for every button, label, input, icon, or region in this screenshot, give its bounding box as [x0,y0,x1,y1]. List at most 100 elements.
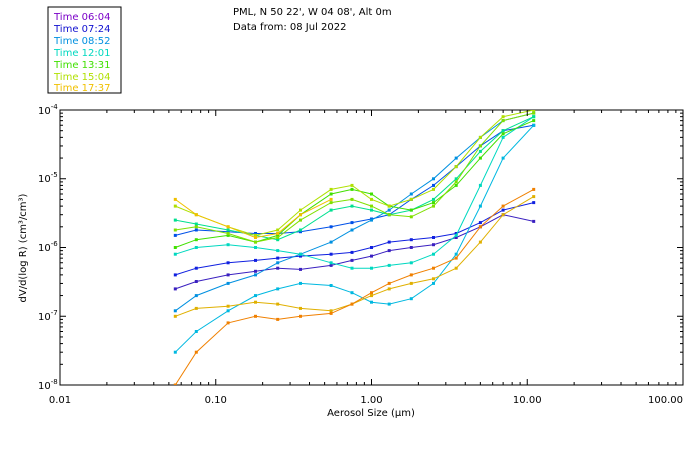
data-point [350,183,354,187]
data-point [501,204,505,208]
data-point [432,252,435,256]
data-point [454,233,458,237]
legend-item: Time 08:52 [53,36,110,47]
series-line [175,110,534,236]
data-point [173,273,177,277]
y-tick-label: 10-7 [38,309,58,323]
data-point [194,246,198,249]
data-point [350,250,354,254]
data-point [409,246,413,249]
legend-item: Time 06:04 [53,12,110,23]
y-tick-label: 10-6 [38,240,58,254]
data-point [350,197,354,201]
data-point [276,228,280,232]
data-point [478,156,482,160]
data-point [226,273,230,277]
data-point [254,246,257,249]
data-point [350,187,354,191]
data-point [194,294,198,298]
data-point [432,197,435,201]
data-point [532,123,536,127]
legend-item: Time 17:37 [53,83,110,94]
data-point [254,273,257,277]
data-point [226,261,230,265]
data-point [478,225,482,229]
data-point [254,314,257,318]
data-point [501,129,505,133]
x-tick-label: 0.10 [205,395,227,406]
data-point [194,238,198,242]
data-point [194,306,198,310]
data-point [254,294,257,298]
data-point [409,281,413,285]
data-point [254,233,257,237]
data-point [194,266,198,270]
series-0724 [173,201,536,277]
data-point [409,208,413,212]
data-point [454,236,458,239]
data-point [432,277,435,281]
legend-item: Time 12:01 [53,48,110,59]
series-1030 [173,123,536,354]
data-point [173,350,177,354]
data-point [254,240,257,244]
data-point [409,215,413,219]
data-point [194,222,198,226]
data-point [532,115,536,119]
chart-subtitle: Data from: 08 Jul 2022 [233,22,346,33]
data-point [299,230,302,234]
data-point [276,317,280,321]
data-point [370,208,373,212]
data-point [370,294,373,298]
data-point [226,233,230,237]
x-tick-label: 0.01 [49,395,71,406]
tick-layer [59,109,684,386]
data-point [173,314,177,318]
data-point [194,225,198,229]
chart-title: PML, N 50 22', W 04 08', Alt 0m [233,7,392,18]
data-point [532,110,536,112]
data-point [329,263,333,267]
data-point [370,246,373,249]
data-point [173,287,177,291]
y-tick-label: 10-8 [38,378,58,392]
data-point [454,183,458,187]
data-point [409,261,413,265]
data-point [226,304,230,308]
data-point [350,228,354,232]
data-point [276,249,280,253]
data-point [299,254,302,258]
data-point [501,132,505,136]
data-point [501,213,505,217]
y-tick-label: 10-4 [38,103,58,117]
data-point [329,187,333,191]
data-point [478,183,482,187]
data-point [432,236,435,239]
data-point [299,208,302,212]
data-point [432,243,435,247]
data-point [409,192,413,196]
data-point [299,252,302,256]
data-point [299,213,302,217]
data-point [276,233,280,237]
data-point [226,230,230,234]
data-point [350,291,354,295]
data-point [501,119,505,123]
data-point [276,238,280,242]
legend-item: Time 15:04 [53,72,110,83]
series-line [174,124,535,353]
y-tick-label: 10-5 [38,171,58,185]
data-point [329,252,333,256]
data-point [387,208,391,212]
data-point [370,204,373,208]
data-point [276,261,280,265]
data-point [532,187,536,191]
series-line [175,112,534,312]
data-point [329,192,333,196]
series-line [175,112,534,243]
data-point [276,256,280,260]
series-1410 [173,111,536,244]
data-point [276,287,280,291]
data-point [432,204,435,208]
data-point [226,309,230,313]
